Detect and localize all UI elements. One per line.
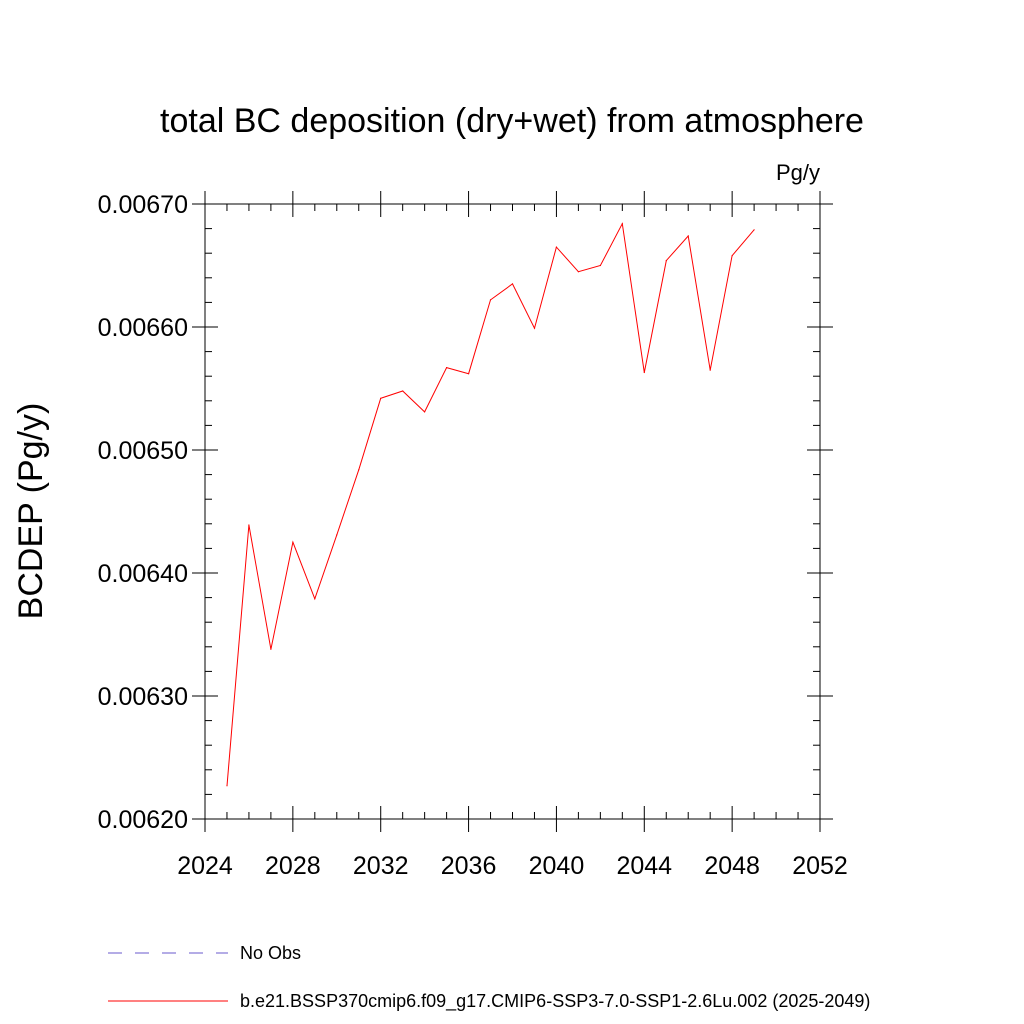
data-point xyxy=(248,524,250,526)
data-point xyxy=(533,327,536,329)
data-point xyxy=(358,469,360,471)
x-tick-label: 2028 xyxy=(265,852,321,880)
data-point xyxy=(314,598,316,600)
data-point xyxy=(336,534,338,536)
data-point xyxy=(468,373,470,375)
x-tick-label: 2044 xyxy=(616,852,672,880)
x-tick-label: 2052 xyxy=(792,852,848,880)
y-tick-label: 0.00640 xyxy=(98,560,188,588)
data-point xyxy=(424,411,426,413)
y-minor-ticks xyxy=(205,228,820,795)
data-point xyxy=(402,390,404,392)
data-point xyxy=(731,255,733,257)
plot-frame xyxy=(204,203,821,820)
units-label: Pg/y xyxy=(776,160,820,185)
data-point xyxy=(621,223,623,225)
legend-label-model: b.e21.BSSP370cmip6.f09_g17.CMIP6-SSP3-7.… xyxy=(240,991,870,1012)
y-axis-label: BCDEP (Pg/y) xyxy=(12,403,50,620)
x-axis-ticks: 2024 2028 2032 2036 2040 2044 2048 2052 xyxy=(177,191,848,880)
x-tick-label: 2024 xyxy=(177,852,233,880)
y-tick-label: 0.00620 xyxy=(98,806,188,834)
y-tick-label: 0.00660 xyxy=(98,314,188,342)
data-point xyxy=(687,235,689,237)
x-tick-label: 2032 xyxy=(353,852,409,880)
y-tick-label: 0.00650 xyxy=(98,437,188,465)
x-tick-label: 2036 xyxy=(441,852,497,880)
data-point xyxy=(511,283,514,285)
data-point xyxy=(753,229,755,231)
legend-label-no-obs: No Obs xyxy=(240,943,301,963)
data-point xyxy=(665,260,667,262)
data-point xyxy=(555,246,558,248)
x-minor-ticks xyxy=(226,204,799,819)
y-tick-label: 0.00630 xyxy=(98,683,188,711)
data-point xyxy=(226,785,228,787)
data-point xyxy=(489,299,492,301)
data-point xyxy=(577,271,580,273)
legend: No Obs b.e21.BSSP370cmip6.f09_g17.CMIP6-… xyxy=(108,943,870,1012)
chart-title: total BC deposition (dry+wet) from atmos… xyxy=(160,102,864,140)
data-point xyxy=(709,369,711,371)
data-point xyxy=(380,397,382,399)
y-axis-ticks: 0.00620 0.00630 0.00640 0.00650 0.00660 0.006… xyxy=(98,191,833,834)
data-point xyxy=(446,367,448,369)
data-point xyxy=(292,541,294,543)
series-layer xyxy=(226,222,755,787)
data-point xyxy=(270,648,272,650)
data-point xyxy=(599,264,602,267)
series-line xyxy=(226,222,755,786)
y-tick-label: 0.00670 xyxy=(98,191,188,219)
x-tick-label: 2040 xyxy=(529,852,585,880)
data-point xyxy=(643,371,645,374)
x-tick-label: 2048 xyxy=(704,852,760,880)
